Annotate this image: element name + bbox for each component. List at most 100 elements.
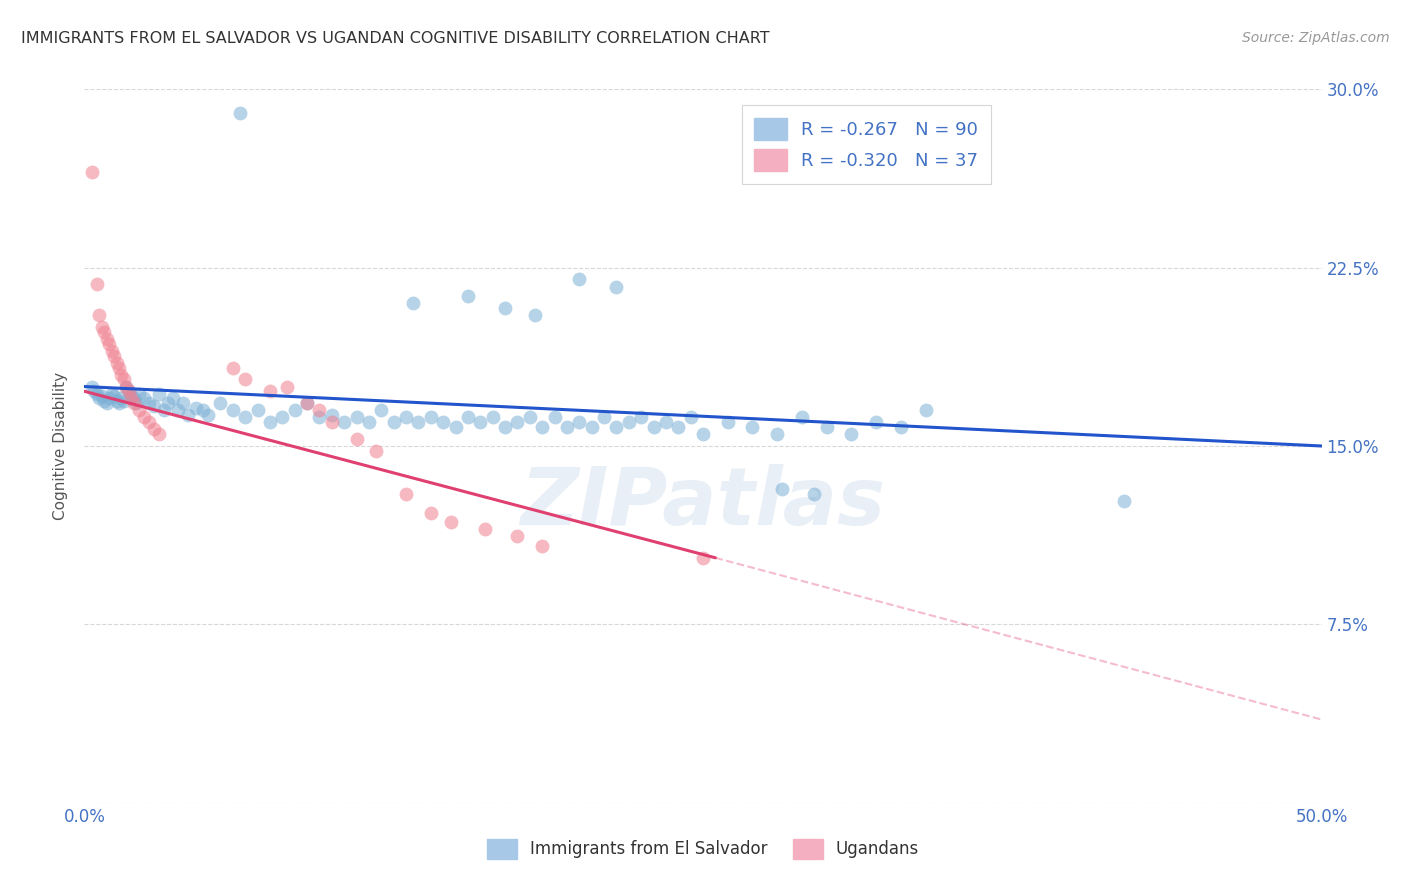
Point	[90, 389, 112, 403]
Point	[543, 410, 565, 425]
Point	[593, 410, 616, 425]
Point	[120, 392, 142, 406]
Text: Source: ZipAtlas.com: Source: ZipAtlas.com	[1241, 31, 1389, 45]
Point	[172, 396, 194, 410]
Point	[115, 379, 138, 393]
Point	[295, 396, 318, 410]
Point	[222, 403, 245, 417]
Point	[177, 408, 200, 422]
Point	[333, 415, 356, 429]
Point	[321, 408, 343, 422]
Point	[112, 372, 135, 386]
Point	[152, 403, 174, 417]
Point	[766, 427, 789, 442]
Point	[890, 420, 912, 434]
Point	[259, 384, 281, 399]
Point	[692, 427, 714, 442]
Point	[568, 415, 591, 429]
Point	[142, 399, 165, 413]
Point	[295, 396, 318, 410]
Point	[142, 422, 165, 436]
Point	[531, 420, 554, 434]
Point	[432, 415, 454, 429]
Point	[138, 396, 160, 410]
Point	[605, 420, 627, 434]
Point	[93, 393, 115, 408]
Point	[481, 410, 503, 425]
Point	[470, 415, 492, 429]
Point	[803, 486, 825, 500]
Legend: Immigrants from El Salvador, Ugandans: Immigrants from El Salvador, Ugandans	[479, 832, 927, 866]
Point	[308, 403, 330, 417]
Point	[83, 384, 105, 399]
Point	[815, 420, 838, 434]
Point	[229, 106, 252, 120]
Point	[100, 386, 122, 401]
Point	[98, 336, 121, 351]
Point	[128, 386, 150, 401]
Point	[259, 415, 281, 429]
Point	[419, 506, 441, 520]
Point	[346, 410, 368, 425]
Point	[157, 396, 180, 410]
Point	[370, 403, 392, 417]
Point	[93, 325, 115, 339]
Point	[643, 420, 665, 434]
Point	[865, 415, 887, 429]
Point	[531, 539, 554, 553]
Point	[122, 396, 145, 410]
Point	[382, 415, 405, 429]
Point	[439, 515, 461, 529]
Point	[717, 415, 740, 429]
Point	[86, 386, 108, 401]
Point	[197, 408, 219, 422]
Point	[519, 410, 541, 425]
Point	[209, 396, 232, 410]
Point	[402, 296, 425, 310]
Point	[128, 403, 150, 417]
Point	[233, 372, 256, 386]
Point	[100, 343, 122, 358]
Point	[841, 427, 863, 442]
Point	[80, 165, 103, 179]
Point	[679, 410, 702, 425]
Point	[408, 415, 430, 429]
Point	[184, 401, 207, 415]
Point	[770, 482, 793, 496]
Point	[110, 368, 132, 382]
Point	[122, 392, 145, 406]
Point	[103, 349, 125, 363]
Point	[105, 356, 128, 370]
Point	[191, 403, 214, 417]
Point	[457, 289, 479, 303]
Point	[523, 308, 546, 322]
Point	[555, 420, 578, 434]
Point	[167, 403, 190, 417]
Point	[148, 386, 170, 401]
Point	[321, 415, 343, 429]
Point	[112, 393, 135, 408]
Point	[444, 420, 467, 434]
Text: ZIPatlas: ZIPatlas	[520, 464, 886, 542]
Point	[89, 308, 111, 322]
Point	[457, 410, 479, 425]
Point	[655, 415, 678, 429]
Point	[914, 403, 936, 417]
Point	[138, 415, 160, 429]
Point	[125, 396, 148, 410]
Point	[630, 410, 652, 425]
Point	[90, 320, 112, 334]
Point	[692, 550, 714, 565]
Point	[395, 486, 418, 500]
Point	[666, 420, 689, 434]
Point	[790, 410, 813, 425]
Point	[222, 360, 245, 375]
Point	[494, 420, 516, 434]
Point	[1112, 493, 1135, 508]
Point	[98, 392, 121, 406]
Point	[474, 522, 496, 536]
Point	[605, 279, 627, 293]
Point	[86, 277, 108, 292]
Point	[108, 360, 131, 375]
Y-axis label: Cognitive Disability: Cognitive Disability	[53, 372, 69, 520]
